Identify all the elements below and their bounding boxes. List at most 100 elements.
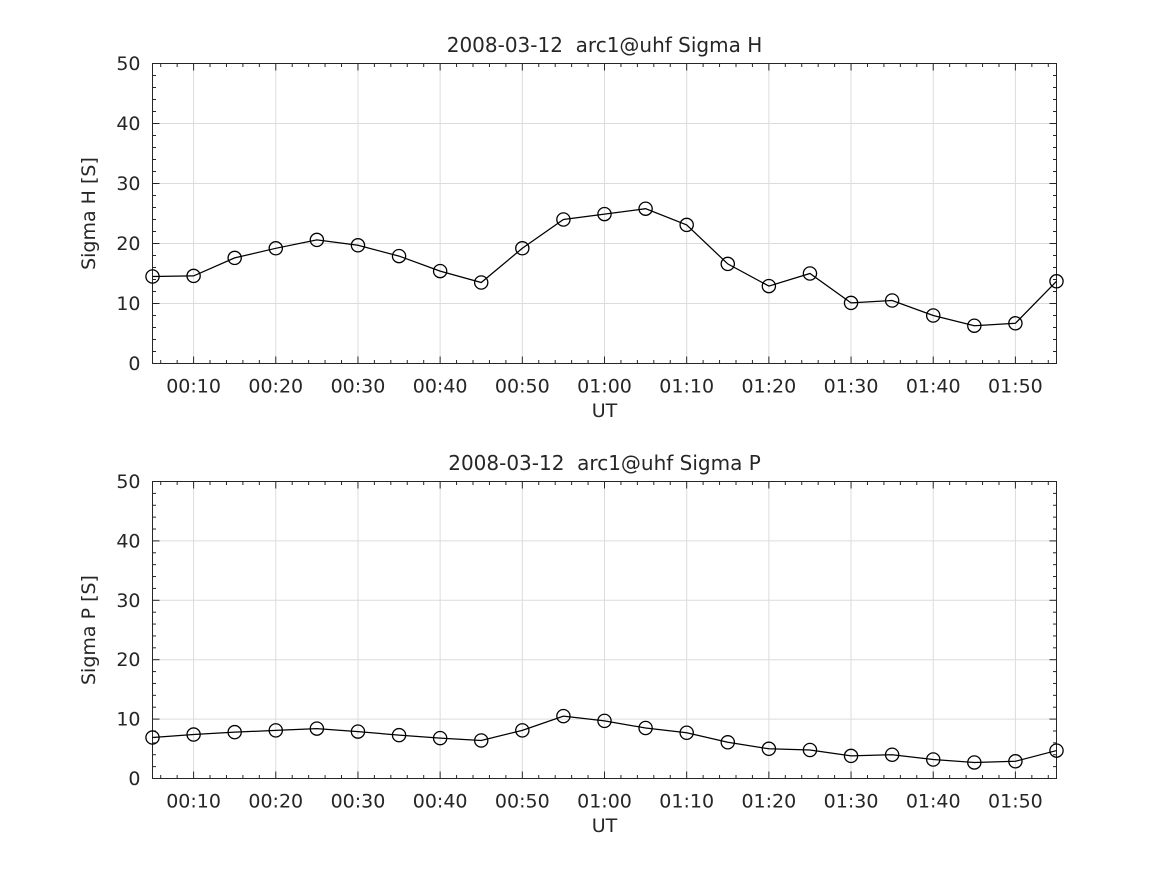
sigma-p-marker: [186, 727, 201, 742]
sigma-h-y-axis-label: Sigma H [S]: [78, 157, 100, 270]
sigma-h-marker: [268, 241, 284, 256]
sigma-p-marker: [1049, 743, 1064, 758]
sigma-h-subplot: 00:10 00:20 00:30 00:40 00:50 01:00 01:10 01:20…: [116, 53, 1064, 398]
sigma-h-marker: [432, 263, 448, 279]
x-tick-label: 00:40: [413, 376, 468, 398]
y-tick-label: 0: [128, 768, 140, 790]
sigma-p-marker: [925, 752, 941, 767]
sigma-p-title: 2008-03-12 arc1@uhf Sigma P: [448, 451, 761, 475]
sigma-p-y-axis-label: Sigma P [S]: [78, 575, 100, 685]
x-tick-label: 00:20: [248, 791, 303, 813]
sigma-p-marker: [309, 721, 325, 736]
x-tick-label: 01:20: [741, 376, 796, 398]
sigma-h-marker: [843, 295, 859, 311]
sigma-p-marker: [515, 723, 530, 738]
sigma-p-subplot: 00:10 00:20 00:30 00:40 00:50 01:00 01:10 01:20…: [116, 471, 1064, 813]
x-tick-label: 01:30: [824, 791, 879, 813]
sigma-h-marker: [350, 238, 366, 253]
y-tick-label: 10: [116, 709, 140, 731]
sigma-h-markers: [145, 201, 1064, 333]
x-tick-label: 01:10: [659, 791, 714, 813]
sigma-p-markers: [145, 708, 1064, 770]
sigma-p-marker: [556, 708, 571, 724]
x-tick-label: 01:10: [659, 376, 714, 398]
sigma-p-marker: [432, 730, 448, 746]
sigma-h-marker: [884, 293, 900, 308]
x-tick-labels: 00:10 00:20 00:30 00:40 00:50 01:00 01:10 01:20…: [166, 376, 1043, 398]
y-tick-label: 50: [116, 53, 140, 75]
sigma-p-marker: [391, 727, 407, 743]
sigma-h-marker: [597, 206, 612, 222]
sigma-p-marker: [884, 747, 900, 762]
y-tick-labels: 0 10 20 30 40 50: [116, 53, 140, 375]
x-tick-label: 01:40: [906, 791, 961, 813]
sigma-p-marker: [268, 723, 284, 738]
sigma-h-marker: [473, 275, 489, 290]
sigma-h-marker: [145, 269, 160, 284]
sigma-p-marker: [843, 748, 859, 764]
y-tick-label: 20: [116, 233, 140, 255]
y-tick-label: 30: [116, 590, 140, 612]
sigma-h-line: [152, 208, 1057, 327]
y-tick-label: 10: [116, 293, 140, 315]
y-tick-label: 0: [128, 353, 140, 375]
sigma-p-marker: [145, 730, 160, 745]
x-tick-label: 01:00: [577, 376, 632, 398]
x-tick-label: 00:10: [166, 376, 221, 398]
sigma-h-marker: [309, 232, 325, 248]
sigma-h-marker: [1049, 274, 1064, 289]
gridlines: [152, 63, 1057, 364]
x-tick-labels: 00:10 00:20 00:30 00:40 00:50 01:00 01:10 01:20…: [166, 791, 1043, 813]
sigma-h-title: 2008-03-12 arc1@uhf Sigma H: [447, 33, 763, 57]
x-tick-label: 01:50: [988, 376, 1043, 398]
y-tick-label: 30: [116, 173, 140, 195]
sigma-p-marker: [597, 713, 612, 729]
ticks: [152, 63, 1057, 364]
sigma-p-marker: [967, 755, 982, 770]
sigma-p-marker: [679, 725, 694, 741]
x-tick-label: 00:10: [166, 791, 221, 813]
sigma-h-marker: [391, 248, 407, 264]
y-tick-label: 20: [116, 649, 140, 671]
y-tick-label: 40: [116, 530, 140, 552]
sigma-h-marker: [227, 250, 242, 266]
x-tick-label: 01:30: [824, 376, 879, 398]
y-tick-labels: 0 10 20 30 40 50: [116, 471, 140, 790]
sigma-h-marker: [802, 266, 818, 281]
y-tick-label: 50: [116, 471, 140, 493]
x-tick-label: 01:00: [577, 791, 632, 813]
x-tick-label: 01:50: [988, 791, 1043, 813]
y-tick-label: 40: [116, 113, 140, 135]
ticks: [152, 481, 1057, 779]
sigma-h-marker: [967, 318, 982, 333]
sigma-h-marker: [925, 308, 941, 323]
sigma-p-marker: [473, 733, 489, 748]
x-tick-label: 00:50: [495, 376, 550, 398]
sigma-p-x-axis-label: UT: [592, 815, 618, 837]
sigma-p-marker: [802, 742, 818, 758]
sigma-h-marker: [515, 241, 530, 256]
sigma-p-marker: [761, 741, 777, 757]
x-tick-label: 00:30: [331, 791, 386, 813]
sigma-h-marker: [1008, 316, 1023, 331]
sigma-h-marker: [679, 217, 694, 233]
sigma-h-marker: [556, 212, 571, 227]
sigma-h-marker: [720, 256, 736, 272]
sigma-h-x-axis-label: UT: [592, 400, 618, 422]
sigma-h-marker: [186, 268, 201, 284]
sigma-p-line: [152, 715, 1057, 764]
x-tick-label: 00:20: [248, 376, 303, 398]
sigma-p-marker: [720, 735, 736, 750]
x-tick-label: 00:30: [331, 376, 386, 398]
sigma-h-marker: [638, 201, 653, 216]
x-tick-label: 00:50: [495, 791, 550, 813]
x-tick-label: 01:40: [906, 376, 961, 398]
x-tick-label: 00:40: [413, 791, 468, 813]
sigma-p-marker: [638, 720, 653, 736]
x-tick-label: 01:20: [741, 791, 796, 813]
sigma-p-marker: [1008, 754, 1023, 769]
gridlines: [152, 481, 1057, 779]
sigma-h-marker: [761, 278, 777, 294]
